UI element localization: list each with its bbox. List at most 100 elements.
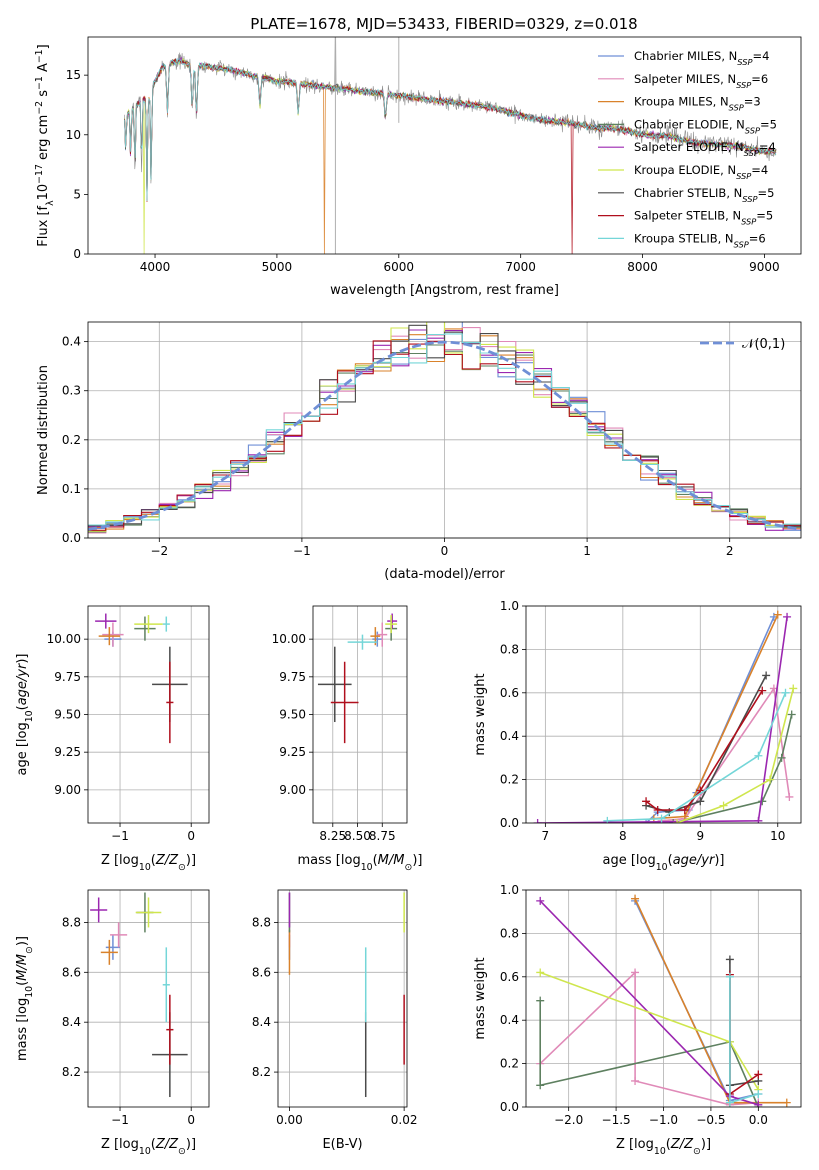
panel-age_vs_mass: 8.258.508.75 9.00 9.25 9.50 9.75 10.00 mass [l… [272, 605, 422, 873]
plot-area-age_vs_mass [317, 613, 398, 744]
series-line [539, 970, 759, 1106]
panel-residuals: −2 −1 0 1 2 0.0 0.1 0.2 0.3 0.4 (data-model)/error… [36, 321, 802, 582]
y-tick-label: 8.2 [62, 1065, 81, 1079]
series-line [653, 614, 779, 820]
panel-mass_vs_EBV: 0.00 0.02 8.2 8.4 8.6 8.8 E(B-V) [252, 889, 418, 1152]
errorbar-point [162, 616, 170, 632]
grid-age_vs_Z [88, 606, 209, 823]
y-axis-label: mass [log10(M/M⊙)] [15, 936, 35, 1061]
y-tick-label: 0.6 [500, 970, 519, 984]
series-marker [536, 1081, 545, 1090]
x-tick-label: 9 [696, 829, 704, 843]
y-tick-label: 8.8 [62, 915, 81, 929]
y-axis-label: mass weight [473, 673, 488, 755]
model-line [124, 58, 777, 254]
panel-mass_weight_vs_age: 7 8 9 10 0.0 0.2 0.4 0.6 0.8 1.0 age [log10(age/yr… [473, 599, 802, 873]
y-tick-label: 8.4 [252, 1015, 271, 1029]
axes-frame [525, 605, 802, 824]
errorbar-point [98, 627, 121, 646]
weight-series [533, 612, 792, 823]
errorbar-point [347, 634, 378, 650]
data-spectrum-line [124, 37, 777, 196]
series-marker [787, 710, 796, 719]
errorbar-point [105, 934, 121, 960]
x-tick-label: 6000 [384, 260, 415, 274]
y-axis-label: Flux [fλ10−17 erg cm−2 s−1 A−1] [34, 44, 56, 246]
x-tick-label: 0 [187, 829, 195, 843]
series-marker [719, 801, 728, 810]
legend: Chabrier MILES, NSSP=4 Salpeter MILES, NS… [598, 49, 777, 249]
y-tick-label: 1.0 [500, 599, 519, 613]
y-tick-label: 9.75 [279, 670, 306, 684]
errorbar-point [377, 622, 388, 647]
errorbar-point [387, 613, 398, 629]
x-axis-label: age [log10(age/yr)] [602, 853, 724, 873]
x-tick-label: −1 [293, 544, 311, 558]
y-axis-label: age [log10(age/yr)] [15, 653, 35, 775]
y-tick-label: 5 [73, 187, 81, 201]
legend-entry: Chabrier MILES, NSSP=4 [634, 49, 769, 67]
x-axis-label: Z [log10(Z/Z⊙)] [101, 853, 196, 873]
x-axis-label: Z [log10(Z/Z⊙)] [101, 1137, 196, 1157]
y-tick-label: 9.25 [279, 745, 306, 759]
series-marker [754, 816, 763, 823]
axes-frame [87, 889, 210, 1108]
x-axis-label: (data-model)/error [384, 567, 505, 582]
y-tick-label: 8.2 [252, 1065, 271, 1079]
grid-mass_vs_EBV [278, 890, 407, 1107]
x-tick-label: −1.0 [649, 1113, 678, 1127]
panel-age_vs_Z: −1 0 9.00 9.25 9.50 9.75 10.00 Z [log10(Z/Z⊙)] a… [15, 605, 210, 873]
y-tick-label: 0.0 [500, 1100, 519, 1114]
legend-entry: Salpeter STELIB, NSSP=5 [634, 209, 773, 227]
y-tick-label: 8.6 [252, 965, 271, 979]
y-tick-label: 10.00 [272, 632, 306, 646]
series-marker [536, 996, 545, 1005]
y-tick-label: 8.4 [62, 1015, 81, 1029]
legend-entry: Chabrier ELODIE, NSSP=5 [634, 117, 777, 135]
legend-entry: Chabrier STELIB, NSSP=5 [634, 186, 774, 204]
series-marker [533, 819, 542, 823]
plot-area-age_vs_Z [95, 613, 188, 744]
model-line [124, 58, 777, 254]
legend-entry: Salpeter MILES, NSSP=6 [634, 72, 768, 90]
y-tick-label: 0.8 [500, 926, 519, 940]
y-tick-label: 0.4 [500, 1013, 519, 1027]
errorbar-point [95, 613, 117, 629]
x-tick-label: 9000 [749, 260, 780, 274]
series-marker [783, 612, 792, 621]
panel-mass_vs_Z: −1 0 8.2 8.4 8.6 8.8 Z [log10(Z/Z⊙)] mass [log1… [15, 889, 210, 1157]
series-line [607, 692, 787, 822]
y-tick-label: 8.8 [252, 915, 271, 929]
y-tick-label: 9.75 [54, 670, 81, 684]
series-marker [669, 819, 678, 823]
y-tick-label: 0.2 [62, 433, 81, 447]
series-marker [536, 968, 545, 977]
series-marker [725, 972, 734, 981]
x-axis-label: wavelength [Angstrom, rest frame] [330, 283, 559, 298]
weight-series [725, 955, 763, 1090]
legend-entry: Salpeter ELODIE, NSSP=4 [634, 140, 776, 158]
y-tick-label: 8.6 [62, 965, 81, 979]
errorbar-point [385, 615, 398, 634]
x-tick-label: 0.02 [391, 1113, 418, 1127]
series-marker [725, 1098, 734, 1107]
x-tick-label: 4000 [140, 260, 171, 274]
errorbar-point [162, 947, 170, 1023]
series-line [645, 616, 775, 823]
axes-frame [87, 36, 802, 255]
panel-spectrum: 4000 5000 6000 7000 8000 9000 0 5 10 15 wavelength… [34, 36, 802, 298]
legend-entry: 𝒩(0,1) [742, 337, 785, 352]
plot-area-residuals [88, 322, 801, 534]
series-line [676, 688, 795, 823]
errorbar-point [317, 646, 352, 723]
errorbar-point [166, 661, 174, 744]
legend-entry: Kroupa MILES, NSSP=3 [634, 95, 761, 113]
plot-area-mass_vs_EBV [288, 892, 405, 1098]
weight-series [536, 996, 763, 1107]
y-tick-label: 10 [66, 128, 81, 142]
axes-frame [277, 889, 408, 1108]
series-marker [631, 968, 640, 977]
grid-mass_weight_vs_age [526, 605, 801, 824]
x-tick-label: 0.0 [749, 1113, 768, 1127]
y-axis-label: Normed distribution [36, 365, 51, 495]
